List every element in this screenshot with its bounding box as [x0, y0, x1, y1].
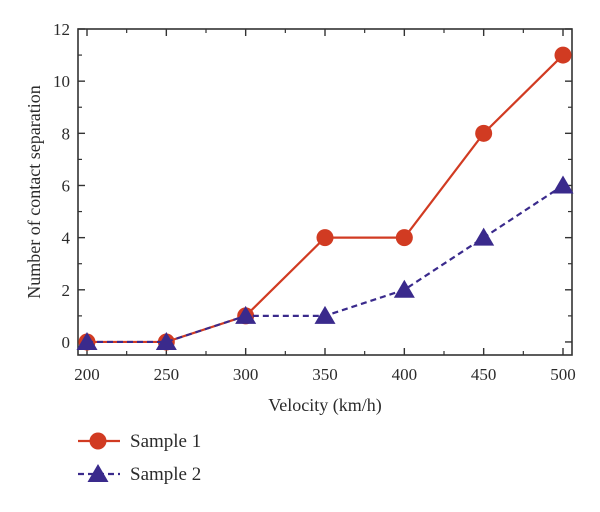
x-tick-label: 500: [550, 365, 576, 384]
x-tick-label: 400: [392, 365, 418, 384]
data-point: [235, 305, 257, 324]
series-line: [87, 54, 564, 344]
legend-marker: [87, 464, 109, 482]
y-tick-label: 12: [53, 20, 70, 39]
legend-item: Sample 2: [78, 464, 201, 485]
y-tick-label: 4: [62, 229, 71, 248]
data-point: [473, 227, 495, 246]
legend-item: Sample 1: [78, 431, 201, 452]
x-tick-label: 450: [471, 365, 497, 384]
x-tick-label: 200: [74, 365, 100, 384]
series-1: [78, 46, 572, 351]
y-tick-label: 2: [62, 281, 71, 300]
data-point: [314, 305, 336, 324]
series-2: [76, 175, 574, 350]
x-tick-label: 250: [154, 365, 180, 384]
x-axis-label: Velocity (km/h): [268, 395, 381, 416]
data-point: [316, 229, 334, 247]
y-axis: 0 2 4 6 8 10 12: [53, 20, 572, 352]
y-tick-label: 0: [62, 333, 71, 352]
legend-label: Sample 2: [130, 464, 201, 485]
data-point: [395, 229, 413, 247]
data-point: [393, 279, 415, 298]
legend: Sample 1 Sample 2: [78, 431, 201, 485]
y-tick-label: 6: [62, 176, 71, 195]
data-point: [475, 124, 493, 142]
y-axis-label: Number of contact separation: [24, 85, 44, 298]
data-point: [554, 46, 572, 64]
y-tick-label: 10: [53, 72, 70, 91]
series-layer: [76, 46, 574, 351]
data-point: [76, 331, 98, 350]
data-point: [552, 175, 574, 194]
data-point: [155, 331, 177, 350]
y-tick-label: 8: [62, 124, 71, 143]
x-tick-label: 350: [312, 365, 338, 384]
legend-label: Sample 1: [130, 431, 201, 452]
x-axis: 200 250 300 350 400 450 500: [74, 29, 576, 384]
x-tick-label: 300: [233, 365, 259, 384]
legend-marker: [89, 432, 107, 450]
